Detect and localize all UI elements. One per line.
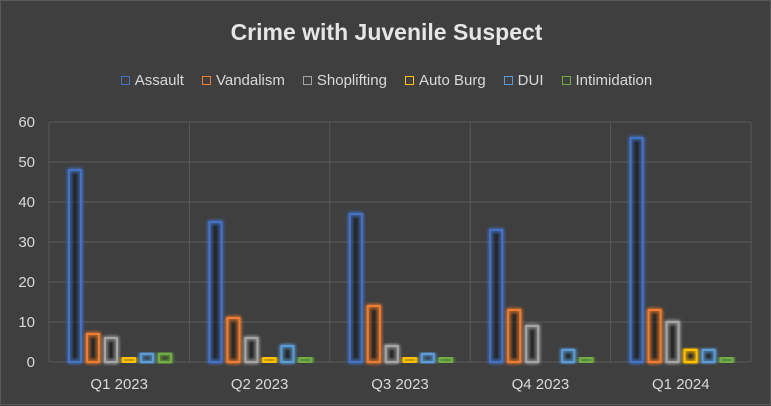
bar-auto-burg-q1-2024 [683, 349, 698, 363]
bar-intimidation-q2-2023 [298, 357, 313, 363]
legend-item-assault: Assault [120, 72, 184, 89]
x-tick-label: Q3 2023 [371, 376, 429, 393]
bar-assault-q4-2023 [489, 229, 504, 363]
bar-dui-q1-2023 [140, 353, 154, 363]
bar-shoplifting-q3-2023 [384, 345, 399, 363]
bar-shoplifting-q1-2023 [104, 337, 118, 363]
y-tick-label: 50 [18, 154, 35, 171]
legend-item-intimidation: Intimidation [561, 72, 653, 89]
y-tick-label: 40 [18, 194, 35, 211]
y-tick-label: 60 [18, 114, 35, 131]
bar-vandalism-q2-2023 [226, 317, 241, 363]
bar-dui-q1-2024 [701, 349, 716, 363]
bar-assault-q3-2023 [348, 213, 363, 363]
legend-item-vandalism: Vandalism [201, 72, 285, 89]
legend-swatch [302, 76, 312, 85]
y-tick-label: 20 [18, 274, 35, 291]
bar-auto-burg-q2-2023 [262, 357, 277, 363]
x-tick-label: Q1 2024 [652, 376, 710, 393]
y-tick-label: 30 [18, 234, 35, 251]
bar-vandalism-q1-2024 [647, 309, 662, 363]
legend-label: Auto Burg [418, 72, 486, 89]
legend-label: Assault [134, 72, 184, 89]
bar-auto-burg-q1-2023 [122, 357, 136, 363]
legend: Assault Vandalism Shoplifting Auto Burg DUI I… [1, 72, 771, 89]
bar-vandalism-q4-2023 [507, 309, 522, 363]
bar-vandalism-q3-2023 [366, 305, 381, 363]
legend-swatch [503, 76, 513, 85]
legend-swatch [120, 76, 130, 85]
bar-dui-q4-2023 [561, 349, 576, 363]
bar-dui-q3-2023 [420, 353, 435, 363]
y-tick-label: 10 [18, 314, 35, 331]
bar-assault-q2-2023 [208, 221, 223, 363]
legend-item-auto-burg: Auto Burg [404, 72, 486, 89]
legend-item-dui: DUI [503, 72, 544, 89]
legend-label: DUI [517, 72, 544, 89]
bar-intimidation-q3-2023 [438, 357, 453, 363]
x-tick-label: Q4 2023 [512, 376, 570, 393]
legend-swatch [201, 76, 211, 85]
legend-label: Intimidation [575, 72, 653, 89]
legend-label: Shoplifting [316, 72, 387, 89]
bar-assault-q1-2023 [68, 169, 82, 363]
bar-intimidation-q1-2024 [719, 357, 734, 363]
bar-shoplifting-q4-2023 [525, 325, 540, 363]
bar-assault-q1-2024 [629, 137, 644, 363]
legend-label: Vandalism [215, 72, 285, 89]
bar-auto-burg-q3-2023 [402, 357, 417, 363]
bar-intimidation-q4-2023 [579, 357, 594, 363]
x-tick-label: Q2 2023 [231, 376, 289, 393]
bar-shoplifting-q1-2024 [665, 321, 680, 363]
bar-dui-q2-2023 [280, 345, 295, 363]
bar-intimidation-q1-2023 [158, 353, 172, 363]
legend-swatch [561, 76, 571, 85]
legend-swatch [404, 76, 414, 85]
bar-shoplifting-q2-2023 [244, 337, 259, 363]
chart-title: Crime with Juvenile Suspect [230, 19, 543, 45]
y-tick-label: 0 [27, 354, 35, 371]
x-tick-label: Q1 2023 [90, 376, 148, 393]
legend-item-shoplifting: Shoplifting [302, 72, 387, 89]
bar-vandalism-q1-2023 [86, 333, 100, 363]
